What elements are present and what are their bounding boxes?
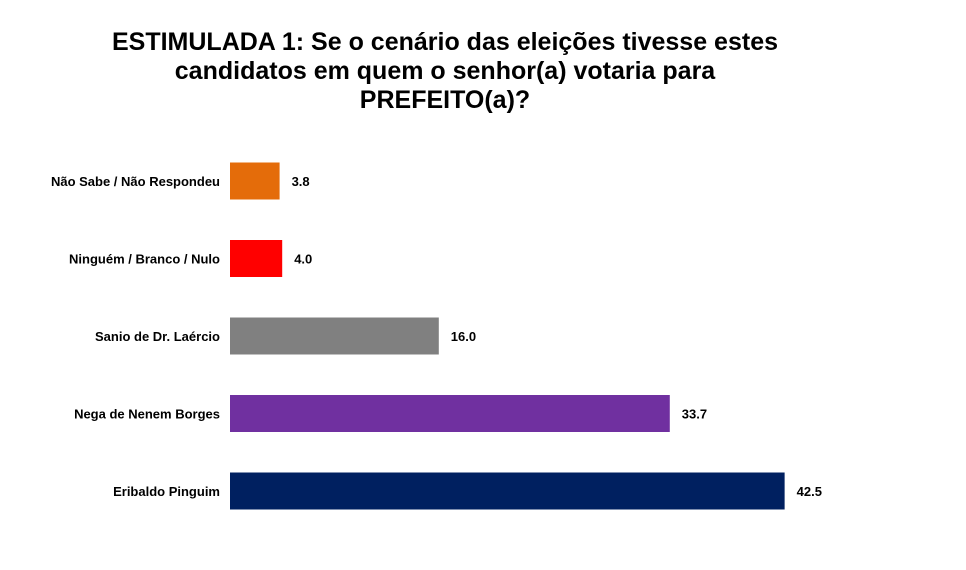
chart-title-line-1: ESTIMULADA 1: Se o cenário das eleições … bbox=[111, 28, 778, 56]
chart-title: ESTIMULADA 1: Se o cenário das eleições … bbox=[90, 28, 800, 115]
category-label: Nega de Nenem Borges bbox=[74, 407, 220, 422]
value-label: 4.0 bbox=[294, 252, 312, 267]
bar bbox=[230, 240, 283, 277]
bar bbox=[230, 317, 439, 355]
value-label: 16.0 bbox=[451, 329, 476, 344]
value-label: 3.8 bbox=[292, 174, 310, 189]
bar bbox=[230, 472, 785, 510]
value-label: 42.5 bbox=[797, 484, 822, 499]
chart-title-line-2: candidatos em quem o senhor(a) votaria p… bbox=[174, 57, 716, 85]
category-label: Ninguém / Branco / Nulo bbox=[69, 252, 220, 267]
category-label: Sanio de Dr. Laércio bbox=[95, 329, 220, 344]
chart-title-line-3: PREFEITO(a)? bbox=[359, 86, 531, 114]
category-label: Eribaldo Pinguim bbox=[113, 484, 220, 499]
bar bbox=[230, 395, 670, 432]
category-label: Não Sabe / Não Respondeu bbox=[51, 174, 220, 189]
bar bbox=[230, 162, 280, 200]
value-label: 33.7 bbox=[682, 407, 707, 422]
